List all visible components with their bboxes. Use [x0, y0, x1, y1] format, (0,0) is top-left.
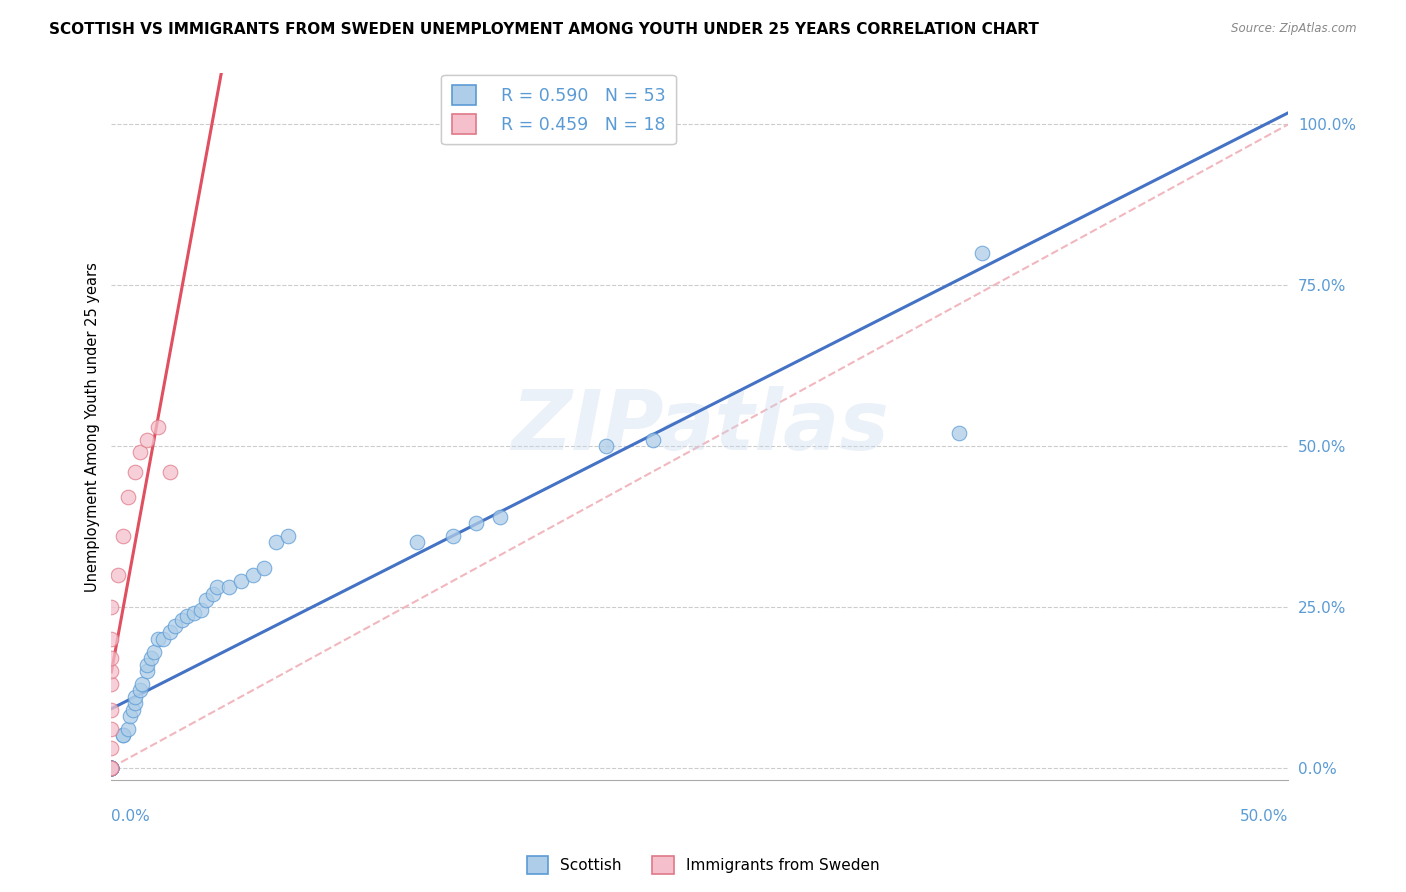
Point [112, 728, 135, 742]
Point [117, 491, 139, 505]
Point [100, 760, 122, 774]
Point [465, 516, 488, 530]
Point [948, 426, 970, 441]
Point [124, 696, 146, 710]
Point [100, 760, 122, 774]
Point [128, 683, 150, 698]
Point [194, 593, 217, 607]
Point [229, 574, 252, 588]
Point [135, 433, 157, 447]
Point [100, 760, 122, 774]
Point [190, 603, 212, 617]
Point [117, 722, 139, 736]
Point [972, 246, 994, 260]
Point [100, 703, 122, 717]
Point [100, 760, 122, 774]
Point [128, 445, 150, 459]
Point [100, 599, 122, 614]
Point [170, 613, 193, 627]
Point [176, 609, 198, 624]
Point [124, 465, 146, 479]
Point [131, 677, 153, 691]
Point [100, 760, 122, 774]
Point [100, 632, 122, 646]
Point [124, 690, 146, 704]
Text: SCOTTISH VS IMMIGRANTS FROM SWEDEN UNEMPLOYMENT AMONG YOUTH UNDER 25 YEARS CORRE: SCOTTISH VS IMMIGRANTS FROM SWEDEN UNEMP… [49, 22, 1039, 37]
Point [135, 657, 157, 672]
Point [142, 645, 165, 659]
Point [100, 760, 122, 774]
Point [100, 651, 122, 665]
Point [100, 760, 122, 774]
Point [100, 722, 122, 736]
Point [121, 703, 143, 717]
Text: Source: ZipAtlas.com: Source: ZipAtlas.com [1232, 22, 1357, 36]
Point [100, 760, 122, 774]
Point [148, 419, 170, 434]
Legend:   R = 0.590   N = 53,   R = 0.459   N = 18: R = 0.590 N = 53, R = 0.459 N = 18 [441, 75, 676, 145]
Point [183, 606, 205, 620]
Point [253, 561, 276, 575]
Point [100, 760, 122, 774]
Point [100, 760, 122, 774]
Text: 50.0%: 50.0% [1240, 809, 1288, 824]
Point [406, 535, 429, 549]
Point [100, 760, 122, 774]
Point [120, 709, 142, 723]
Point [264, 535, 287, 549]
Point [159, 625, 181, 640]
Text: 0.0%: 0.0% [111, 809, 150, 824]
Point [100, 760, 122, 774]
Point [148, 632, 170, 646]
Point [207, 581, 229, 595]
Point [100, 760, 122, 774]
Point [135, 664, 157, 678]
Point [112, 529, 135, 543]
Point [152, 632, 174, 646]
Point [595, 439, 617, 453]
Legend: Scottish, Immigrants from Sweden: Scottish, Immigrants from Sweden [520, 850, 886, 880]
Point [100, 664, 122, 678]
Point [100, 760, 122, 774]
Point [242, 567, 264, 582]
Point [218, 581, 240, 595]
Point [277, 529, 299, 543]
Point [100, 760, 122, 774]
Point [159, 465, 181, 479]
Point [141, 651, 163, 665]
Point [107, 567, 129, 582]
Point [100, 677, 122, 691]
Point [488, 509, 510, 524]
Point [100, 760, 122, 774]
Text: ZIPatlas: ZIPatlas [510, 386, 889, 467]
Point [441, 529, 464, 543]
Point [112, 728, 135, 742]
Point [641, 433, 664, 447]
Point [163, 619, 186, 633]
Point [100, 760, 122, 774]
Point [100, 741, 122, 756]
Y-axis label: Unemployment Among Youth under 25 years: Unemployment Among Youth under 25 years [86, 261, 100, 591]
Point [201, 587, 224, 601]
